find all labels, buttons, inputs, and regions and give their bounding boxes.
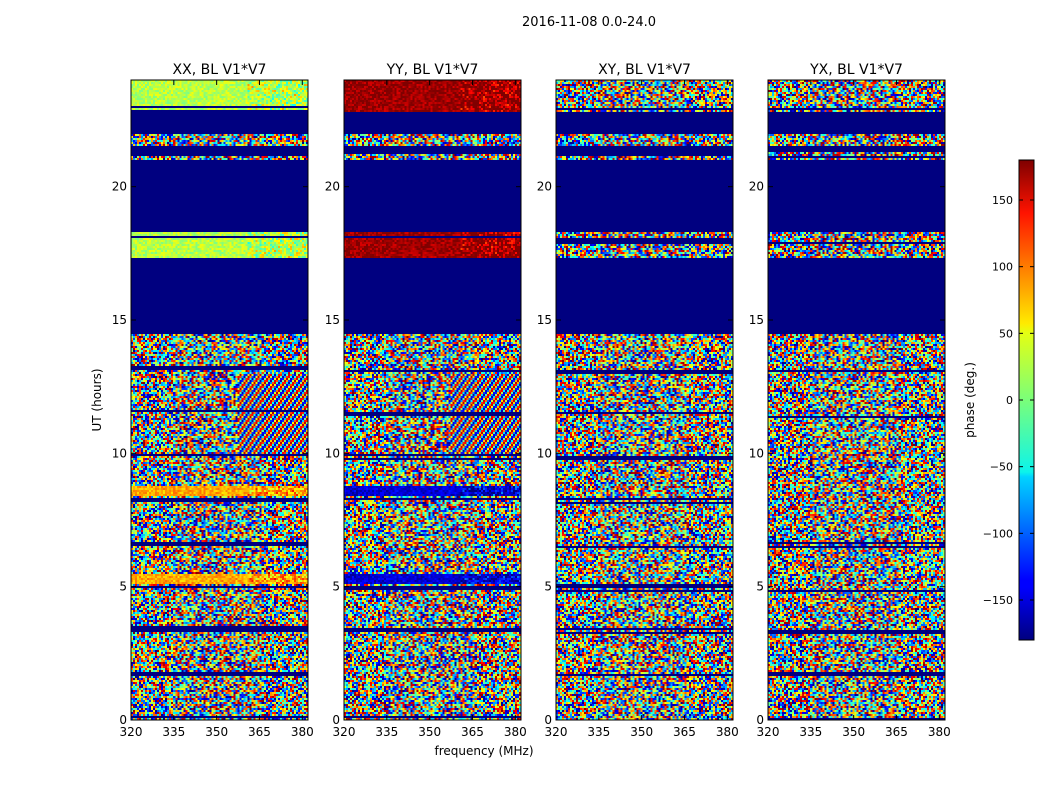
- colorbar-label: phase (deg.): [963, 362, 977, 438]
- panel-heatmap: [556, 80, 733, 720]
- y-tick-label: 10: [112, 446, 127, 460]
- x-tick-label: 335: [799, 725, 822, 739]
- panel-frame: [767, 79, 946, 721]
- panel-title: XX, BL V1*V7: [173, 62, 267, 78]
- colorbar-tick-label: −100: [983, 527, 1013, 540]
- panel-title: YY, BL V1*V7: [386, 62, 479, 78]
- x-tick-label: 380: [928, 725, 951, 739]
- y-tick-label: 10: [537, 446, 552, 460]
- x-tick-label: 365: [461, 725, 484, 739]
- figure-suptitle: 2016-11-08 0.0-24.0: [522, 15, 656, 30]
- x-tick-label: 320: [757, 725, 780, 739]
- y-tick-label: 5: [544, 580, 552, 594]
- x-tick-label: 365: [885, 725, 908, 739]
- y-tick-label: 10: [325, 446, 340, 460]
- y-tick-label: 0: [544, 713, 552, 727]
- panel-2: YY, BL V1*V7 320 335 350 365 380 0 5 10 15 20: [325, 62, 527, 739]
- x-tick-label: 335: [587, 725, 610, 739]
- y-tick-label: 10: [749, 446, 764, 460]
- y-tick-label: 20: [749, 180, 764, 194]
- x-tick-label: 365: [248, 725, 271, 739]
- y-tick-label: 15: [112, 313, 127, 327]
- panel-1: XX, BL V1*V7 320 335 350 365 380 0 5 10 15 20: [112, 62, 314, 739]
- x-tick-label: 380: [291, 725, 314, 739]
- y-tick-label: 5: [756, 580, 764, 594]
- x-tick-label: 335: [162, 725, 185, 739]
- colorbar-tick-label: 100: [992, 261, 1013, 274]
- panel-title: XY, BL V1*V7: [598, 62, 691, 78]
- colorbar-tick-label: 0: [1006, 394, 1013, 407]
- x-tick-label: 350: [205, 725, 228, 739]
- colorbar: 150 100 50 0 −50 −100 −150 phase (deg.): [963, 159, 1035, 641]
- y-axis-label: UT (hours): [90, 368, 104, 431]
- panel-3: XY, BL V1*V7 320 335 350 365 380 0 5 10 15 20: [537, 62, 739, 739]
- y-tick-label: 0: [119, 713, 127, 727]
- colorbar-tick-label: 150: [992, 194, 1013, 207]
- y-tick-label: 15: [749, 313, 764, 327]
- y-tick-label: 5: [119, 580, 127, 594]
- panel-4: YX, BL V1*V7 320 335 350 365 380 0 5 10 15 20: [749, 62, 951, 739]
- x-tick-label: 350: [630, 725, 653, 739]
- x-tick-label: 320: [120, 725, 143, 739]
- y-tick-label: 15: [325, 313, 340, 327]
- y-tick-label: 20: [112, 180, 127, 194]
- x-tick-label: 335: [375, 725, 398, 739]
- panel-heatmap: [344, 80, 521, 720]
- x-tick-label: 320: [333, 725, 356, 739]
- panel-heatmap: [768, 80, 945, 720]
- x-tick-label: 320: [545, 725, 568, 739]
- colorbar-tick-label: −150: [983, 594, 1013, 607]
- y-tick-label: 0: [332, 713, 340, 727]
- y-tick-label: 20: [325, 180, 340, 194]
- x-axis-label: frequency (MHz): [434, 744, 533, 758]
- y-tick-label: 20: [537, 180, 552, 194]
- x-tick-label: 350: [842, 725, 865, 739]
- panel-frame: [130, 79, 309, 721]
- colorbar-ticks: 150 100 50 0 −50 −100 −150: [983, 194, 1034, 607]
- y-tick-label: 15: [537, 313, 552, 327]
- y-tick-label: 5: [332, 580, 340, 594]
- x-tick-label: 350: [418, 725, 441, 739]
- panel-heatmap: [131, 80, 308, 720]
- x-tick-label: 380: [504, 725, 527, 739]
- x-tick-label: 365: [673, 725, 696, 739]
- colorbar-tick-label: −50: [990, 461, 1013, 474]
- x-tick-label: 380: [716, 725, 739, 739]
- panel-frame: [343, 79, 522, 721]
- colorbar-tick-label: 50: [999, 327, 1013, 340]
- panel-title: YX, BL V1*V7: [809, 62, 903, 78]
- panel-frame: [555, 79, 734, 721]
- y-tick-label: 0: [756, 713, 764, 727]
